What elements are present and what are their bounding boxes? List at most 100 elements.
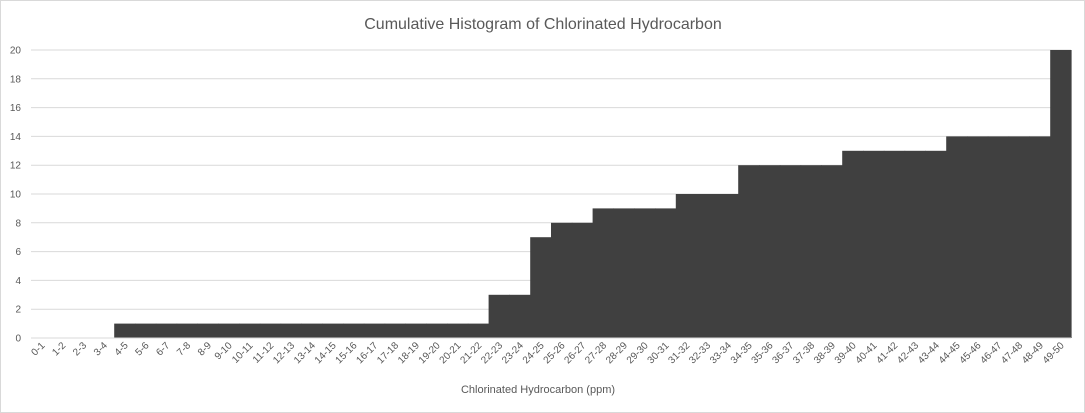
bar xyxy=(405,323,427,338)
x-tick-label: 46-47 xyxy=(978,340,1004,366)
x-tick-label: 0-1 xyxy=(30,340,48,358)
x-tick-label: 48-49 xyxy=(1020,340,1046,366)
y-tick-label: 16 xyxy=(10,103,22,114)
y-tick-label: 20 xyxy=(10,46,22,57)
x-tick-label: 43-44 xyxy=(916,340,942,366)
x-tick-label: 14-15 xyxy=(313,340,339,366)
bar xyxy=(426,323,448,338)
x-tick-label: 12-13 xyxy=(271,340,297,366)
x-tick-label: 7-8 xyxy=(175,340,193,358)
bar xyxy=(114,323,136,338)
x-tick-label: 32-33 xyxy=(687,340,713,366)
bar xyxy=(613,208,635,338)
bar xyxy=(363,323,386,338)
x-tick-label: 4-5 xyxy=(113,340,131,358)
bar xyxy=(322,323,344,338)
bar xyxy=(1050,50,1072,338)
bar xyxy=(343,323,365,338)
bar xyxy=(800,165,822,338)
x-tick-label: 5-6 xyxy=(134,340,152,358)
x-tick-label: 16-17 xyxy=(354,340,380,366)
bar xyxy=(571,222,594,338)
x-tick-label: 19-20 xyxy=(417,340,443,366)
bar xyxy=(384,323,406,338)
x-tick-label: 40-41 xyxy=(854,340,880,366)
x-tick-label: 26-27 xyxy=(562,340,588,366)
bar xyxy=(488,294,510,338)
x-tick-label: 38-39 xyxy=(812,340,838,366)
bar xyxy=(842,150,864,338)
bar xyxy=(883,150,906,338)
bar xyxy=(447,323,469,338)
bar xyxy=(779,165,802,338)
bar xyxy=(135,323,157,338)
bar xyxy=(1029,136,1051,338)
bar xyxy=(759,165,781,338)
bar xyxy=(904,150,926,338)
chart-title: Cumulative Histogram of Chlorinated Hydr… xyxy=(364,16,722,33)
x-tick-label: 25-26 xyxy=(542,340,568,366)
y-tick-label: 18 xyxy=(10,74,22,85)
bar xyxy=(987,136,1010,338)
bar xyxy=(218,323,240,338)
x-axis-title: Chlorinated Hydrocarbon (ppm) xyxy=(461,384,615,396)
x-tick-label: 44-45 xyxy=(937,340,963,366)
bar xyxy=(925,150,947,338)
bar xyxy=(592,208,614,338)
x-tick-label: 15-16 xyxy=(334,340,360,366)
bar xyxy=(239,323,261,338)
y-tick-label: 4 xyxy=(15,276,21,287)
x-tick-label: 22-23 xyxy=(479,340,505,366)
x-tick-label: 31-32 xyxy=(666,340,692,366)
x-tick-label: 11-12 xyxy=(251,340,277,366)
bar xyxy=(155,323,178,338)
x-tick-label: 27-28 xyxy=(583,340,609,366)
x-tick-label: 42-43 xyxy=(895,340,921,366)
bar xyxy=(696,194,718,338)
y-axis-ticks: 0 2 4 6 8 10 12 14 16 18 20 xyxy=(10,46,22,345)
x-tick-label: 36-37 xyxy=(770,340,796,366)
bar xyxy=(738,165,760,338)
x-tick-label: 20-21 xyxy=(438,340,464,366)
y-tick-label: 6 xyxy=(15,247,21,258)
bar xyxy=(176,323,198,338)
y-tick-label: 12 xyxy=(10,161,22,172)
bar xyxy=(259,323,282,338)
x-axis-ticks: 0-1 1-2 2-3 3-4 4-5 5-6 6-7 7-8 8-99-1010-1111-1… xyxy=(30,340,1068,366)
bar xyxy=(675,194,698,338)
bar xyxy=(301,323,323,338)
x-tick-label: 24-25 xyxy=(521,340,547,366)
bar xyxy=(280,323,302,338)
bar xyxy=(946,136,968,338)
x-tick-label: 21-22 xyxy=(458,340,484,366)
x-tick-label: 18-19 xyxy=(396,340,422,366)
x-tick-label: 49-50 xyxy=(1041,340,1067,366)
x-tick-label: 45-46 xyxy=(958,340,984,366)
bar xyxy=(717,194,739,338)
x-tick-label: 2-3 xyxy=(71,340,89,358)
bar xyxy=(863,150,885,338)
bar xyxy=(655,208,677,338)
x-tick-label: 6-7 xyxy=(154,340,172,358)
bar xyxy=(967,136,989,338)
bar xyxy=(467,323,490,338)
x-tick-label: 17-18 xyxy=(375,340,401,366)
bar xyxy=(821,165,843,338)
x-tick-label: 39-40 xyxy=(833,340,859,366)
x-tick-label: 10-11 xyxy=(230,340,256,366)
x-tick-label: 13-14 xyxy=(292,340,318,366)
x-tick-label: 30-31 xyxy=(646,340,672,366)
x-tick-label: 35-36 xyxy=(750,340,776,366)
bar xyxy=(634,208,656,338)
x-tick-label: 28-29 xyxy=(604,340,630,366)
x-tick-label: 34-35 xyxy=(729,340,755,366)
x-tick-label: 41-42 xyxy=(874,340,900,366)
bar xyxy=(197,323,219,338)
x-tick-label: 37-38 xyxy=(791,340,817,366)
x-tick-label: 1-2 xyxy=(50,340,68,358)
y-tick-label: 14 xyxy=(10,132,22,143)
x-tick-label: 3-4 xyxy=(92,340,110,358)
bar xyxy=(509,294,531,338)
gridlines xyxy=(31,49,1071,310)
y-tick-label: 8 xyxy=(15,218,21,229)
